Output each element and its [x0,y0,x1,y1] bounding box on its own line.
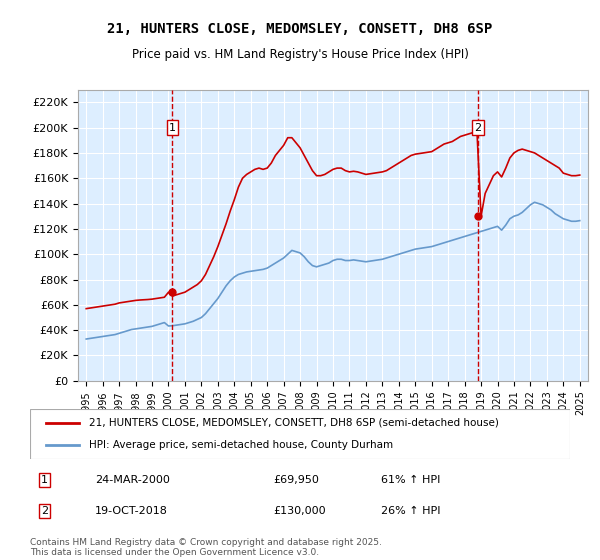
Text: 24-MAR-2000: 24-MAR-2000 [95,475,170,485]
Text: Contains HM Land Registry data © Crown copyright and database right 2025.
This d: Contains HM Land Registry data © Crown c… [30,538,382,557]
Text: HPI: Average price, semi-detached house, County Durham: HPI: Average price, semi-detached house,… [89,440,394,450]
Text: 21, HUNTERS CLOSE, MEDOMSLEY, CONSETT, DH8 6SP: 21, HUNTERS CLOSE, MEDOMSLEY, CONSETT, D… [107,22,493,36]
Text: 2: 2 [474,123,481,133]
Text: £130,000: £130,000 [273,506,326,516]
Text: 26% ↑ HPI: 26% ↑ HPI [381,506,440,516]
Text: £69,950: £69,950 [273,475,319,485]
Text: 19-OCT-2018: 19-OCT-2018 [95,506,167,516]
Text: 1: 1 [41,475,48,485]
Text: 1: 1 [169,123,176,133]
Text: 2: 2 [41,506,48,516]
Text: 61% ↑ HPI: 61% ↑ HPI [381,475,440,485]
FancyBboxPatch shape [30,409,570,459]
Text: 21, HUNTERS CLOSE, MEDOMSLEY, CONSETT, DH8 6SP (semi-detached house): 21, HUNTERS CLOSE, MEDOMSLEY, CONSETT, D… [89,418,499,428]
Text: Price paid vs. HM Land Registry's House Price Index (HPI): Price paid vs. HM Land Registry's House … [131,48,469,60]
